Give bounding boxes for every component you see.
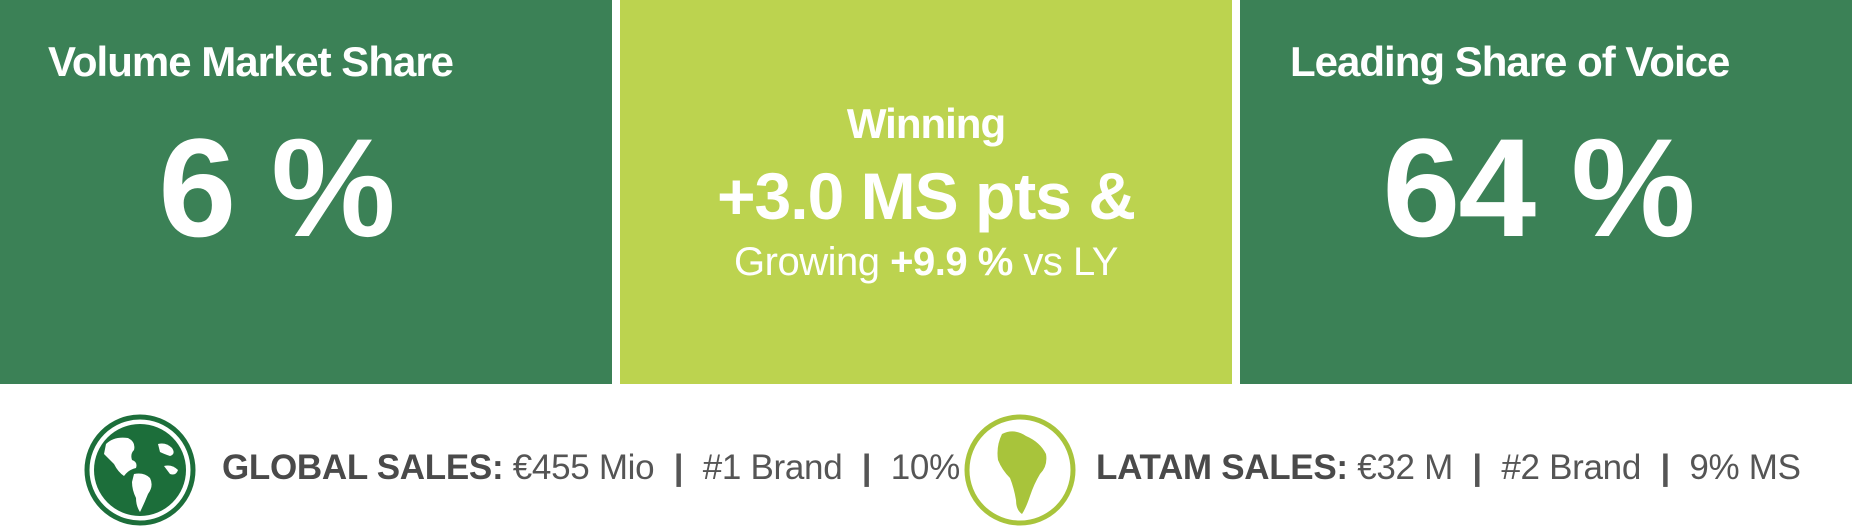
globe-americas-icon [84,414,196,526]
growth-value: +9.9 % [890,240,1013,284]
latam-sales-label: LATAM SALES: [1096,448,1348,487]
share-of-voice-panel: Leading Share of Voice 64 % [1240,0,1852,384]
latam-sales-text: LATAM SALES: €32 M | #2 Brand | 9% MS [1096,448,1801,488]
global-brand-rank: #1 Brand [702,448,843,487]
growth-prefix: Growing [734,240,880,284]
volume-market-share-value: 6 % [158,109,395,266]
volume-market-share-title: Volume Market Share [48,38,454,85]
global-sales-label: GLOBAL SALES: [222,448,504,487]
growth-line: Growing +9.9 % vs LY [620,240,1232,285]
winning-panel: Winning +3.0 MS pts & Growing +9.9 % vs … [620,0,1232,384]
volume-market-share-panel: Volume Market Share 6 % [0,0,612,384]
ms-points-gain: +3.0 MS pts & [717,159,1136,233]
winning-heading: Winning [846,100,1006,147]
separator: | [861,448,872,487]
latam-market-share: 9% MS [1689,448,1801,487]
global-sales-text: GLOBAL SALES: €455 Mio | #1 Brand | 10% … [222,448,1022,488]
share-of-voice-title: Leading Share of Voice [1290,38,1730,85]
separator: | [673,448,684,487]
share-of-voice-value: 64 % [1382,109,1695,266]
separator: | [1472,448,1482,487]
south-america-icon [964,414,1076,526]
growth-suffix: vs LY [1023,240,1118,284]
global-sales-amount: €455 Mio [512,448,655,487]
latam-sales-amount: €32 M [1357,448,1453,487]
global-sales-row: GLOBAL SALES: €455 Mio | #1 Brand | 10% … [0,408,1022,526]
separator: | [1660,448,1670,487]
latam-sales-row: LATAM SALES: €32 M | #2 Brand | 9% MS [960,408,1852,526]
latam-brand-rank: #2 Brand [1501,448,1641,487]
